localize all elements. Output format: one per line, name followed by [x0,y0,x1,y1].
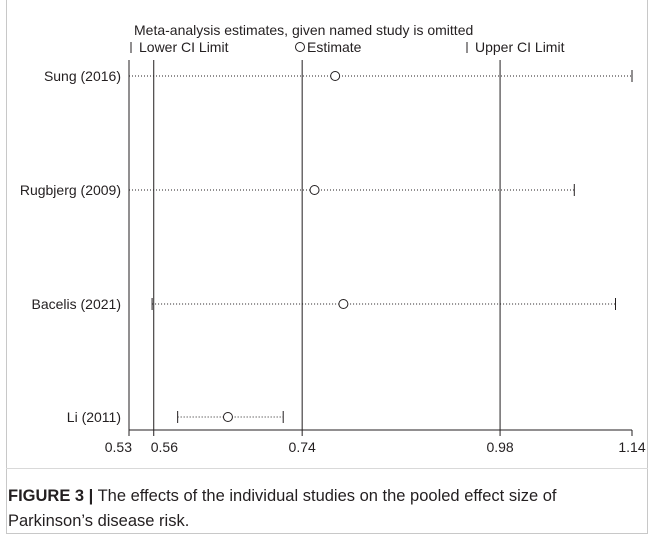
study-label: Bacelis (2021) [32,296,122,312]
study-label: Rugbjerg (2009) [20,182,121,198]
caption-divider [6,468,648,469]
study-label: Sung (2016) [44,68,121,84]
x-axis-ticks: 0.53 0.56 0.74 0.98 1.14 [105,430,646,455]
study-row: Sung (2016) [44,68,633,84]
caption-text: The effects of the individual studies on… [8,487,557,530]
study-row: Bacelis (2021) [32,296,617,312]
legend: Lower CI Limit Estimate Upper CI Limit [130,39,565,55]
forest-plot: Meta-analysis estimates, given named stu… [20,22,646,455]
x-tick-label: 0.53 [105,439,132,455]
chart-title: Meta-analysis estimates, given named stu… [134,22,473,38]
reference-lines [128,60,501,430]
study-label: Li (2011) [67,409,121,425]
x-tick-label: 0.56 [151,439,178,455]
study-row: Rugbjerg (2009) [20,182,575,198]
figure-caption: FIGURE 3 | The effects of the individual… [8,484,640,534]
estimate-marker [309,185,320,195]
legend-upper-label: Upper CI Limit [475,39,565,55]
legend-estimate-marker [295,42,305,52]
x-tick-label: 0.98 [486,439,513,455]
figure-frame [6,0,648,534]
estimate-marker [330,71,341,81]
legend-estimate-label: Estimate [307,39,362,55]
legend-lower-label: Lower CI Limit [139,39,229,55]
estimate-marker [222,412,233,422]
study-rows: Sung (2016) Rugbjerg (2009) Bacelis (2021)… [20,68,633,425]
estimate-marker [338,299,349,309]
x-tick-label: 0.74 [289,439,316,455]
caption-label: FIGURE 3 | [8,487,94,505]
x-tick-label: 1.14 [618,439,645,455]
study-row: Li (2011) [67,409,284,425]
